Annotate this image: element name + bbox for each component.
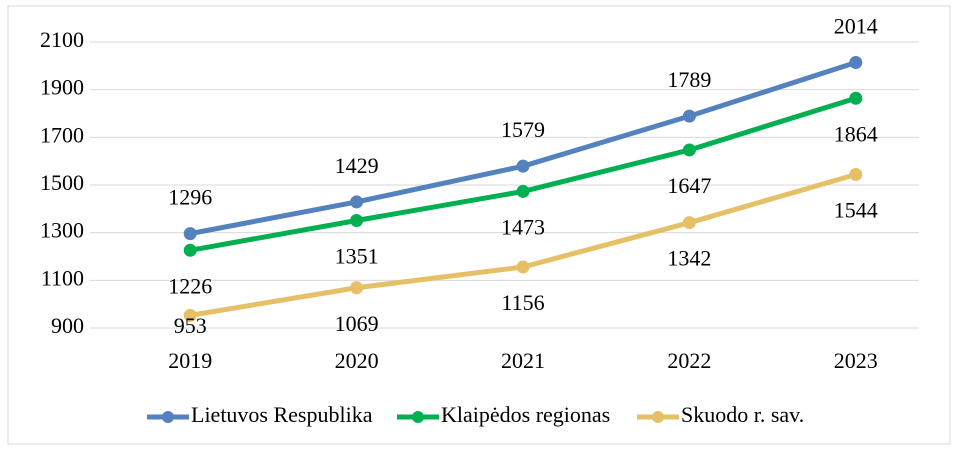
data-label: 2014 <box>834 14 878 39</box>
legend-marker <box>652 411 664 423</box>
legend-label: Skuodo r. sav. <box>681 402 804 427</box>
y-tick-label: 900 <box>51 313 84 338</box>
legend-label: Klaipėdos regionas <box>441 402 610 427</box>
point <box>350 281 364 295</box>
x-tick-label: 2021 <box>501 348 545 373</box>
point <box>682 216 696 230</box>
y-tick-label: 1700 <box>40 122 84 147</box>
x-tick-label: 2022 <box>667 348 711 373</box>
data-label: 1069 <box>335 311 379 336</box>
point <box>849 91 863 105</box>
y-tick-label: 1100 <box>41 265 84 290</box>
point <box>183 227 197 241</box>
point <box>350 214 364 228</box>
y-tick-label: 2100 <box>40 27 84 52</box>
point <box>849 168 863 182</box>
point <box>183 243 197 257</box>
data-label: 953 <box>174 313 207 338</box>
data-label: 1342 <box>667 246 711 271</box>
data-label: 1429 <box>335 153 379 178</box>
x-tick-label: 2023 <box>834 348 878 373</box>
point <box>516 184 530 198</box>
x-tick-label: 2019 <box>168 348 212 373</box>
data-label: 1351 <box>335 244 379 269</box>
point <box>183 308 197 322</box>
point <box>350 195 364 209</box>
point <box>849 55 863 69</box>
point <box>682 109 696 123</box>
data-label: 1789 <box>667 67 711 92</box>
y-tick-label: 1900 <box>40 75 84 100</box>
data-label: 1226 <box>168 273 212 298</box>
data-label: 1864 <box>834 121 878 146</box>
data-label: 1647 <box>667 173 711 198</box>
data-label: 1579 <box>501 117 545 142</box>
data-label: 1156 <box>501 290 544 315</box>
point <box>516 159 530 173</box>
point <box>682 143 696 157</box>
y-tick-label: 1500 <box>40 170 84 195</box>
legend-label: Lietuvos Respublika <box>191 402 373 427</box>
data-label: 1296 <box>168 185 212 210</box>
legend-marker <box>412 411 424 423</box>
chart-border <box>7 5 951 445</box>
data-label: 1473 <box>501 214 545 239</box>
x-tick-label: 2020 <box>335 348 379 373</box>
y-tick-label: 1300 <box>40 218 84 243</box>
data-label: 1544 <box>834 198 878 223</box>
legend-marker <box>162 411 174 423</box>
point <box>516 260 530 274</box>
